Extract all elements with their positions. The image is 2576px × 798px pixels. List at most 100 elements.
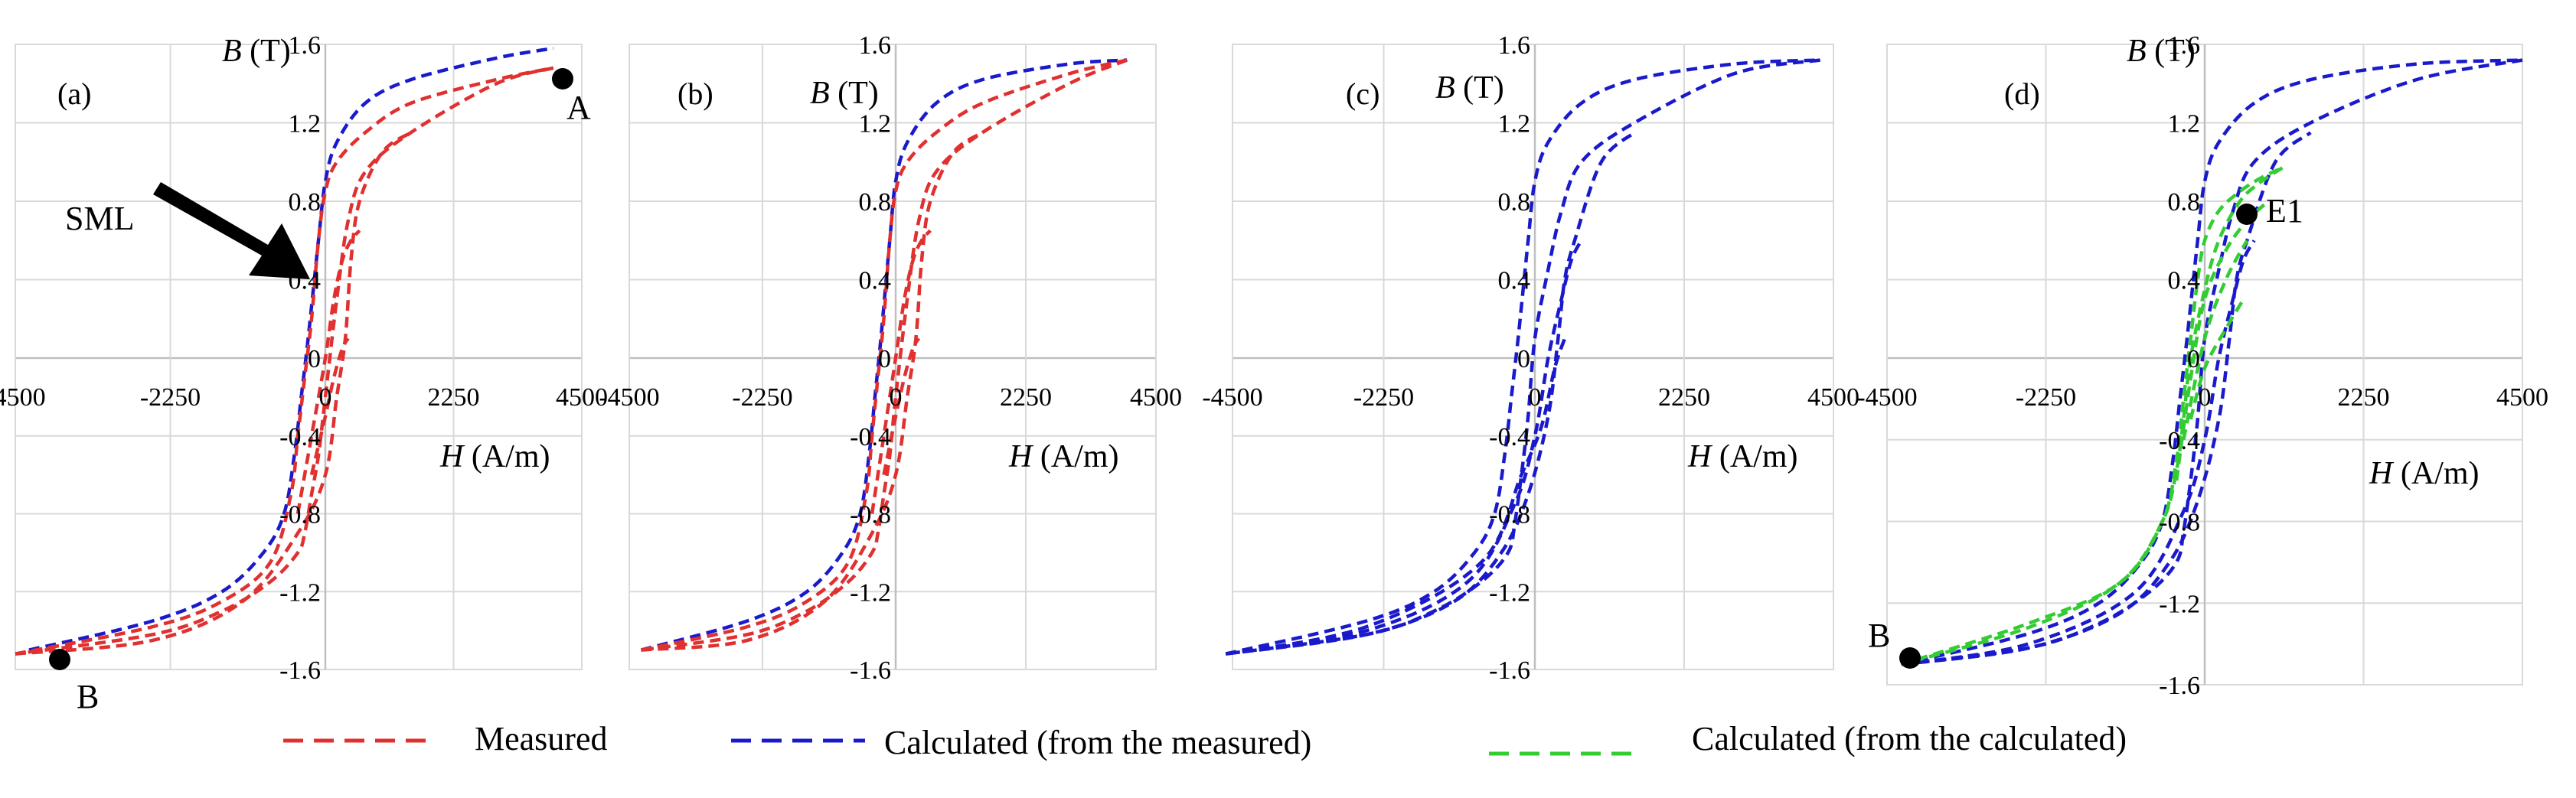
legend-item-measured: Measured (283, 720, 608, 757)
y-tick-label: 1.2 (859, 110, 892, 138)
y-tick-label: -1.6 (2159, 672, 2200, 700)
legend-label-calc-calculated: Calculated (from the calculated) (1692, 720, 2127, 757)
series-line-calculated-from-the-measured (1901, 58, 2523, 666)
y-tick-label: 0 (878, 345, 891, 373)
x-tick-label: 0 (319, 383, 332, 412)
panel-d-y-axis-title: B (T) (2127, 34, 2196, 69)
series-line-measured (882, 337, 921, 476)
y-tick-label: 1.2 (2168, 110, 2201, 138)
series-line-calculated-from-the-measured (1901, 239, 2256, 666)
y-tick-label: -1.2 (850, 578, 891, 607)
point-a-marker (552, 68, 573, 90)
y-tick-label: -0.4 (850, 423, 891, 451)
point-b-d-marker (1899, 647, 1921, 669)
y-tick-label: 0.8 (859, 188, 892, 217)
legend-item-calc-measured: Calculated (from the measured) (731, 724, 1311, 761)
y-tick-label: -1.2 (1489, 578, 1530, 607)
y-tick-label: -0.4 (2159, 427, 2200, 455)
y-tick-label: -0.8 (850, 501, 891, 529)
x-tick-label: -2250 (1353, 383, 1414, 412)
x-tick-label: 4500 (1130, 383, 1182, 412)
y-tick-label: -0.8 (1489, 501, 1530, 529)
legend-label-measured: Measured (475, 720, 608, 757)
series-line-calculated-from-the-measured (1225, 131, 1636, 656)
y-tick-label: -0.8 (279, 501, 321, 529)
panel-a-ticks: 1.61.20.80.40-0.4-0.8-1.2-1.6-4500-22500… (0, 31, 608, 685)
sml-label: SML (65, 200, 134, 237)
point-a-label: A (566, 89, 591, 126)
y-tick-label: 1.6 (1498, 31, 1531, 60)
series-line-calculated-from-the-calculated (2189, 298, 2245, 420)
panel-b-label: (b) (677, 77, 713, 111)
panel-d-grid (1886, 44, 2523, 686)
series-line-calculated-from-the-calculated (1900, 166, 2284, 666)
point-b-label: B (77, 678, 99, 715)
panel-b: 1.6 1.2 0.8 0.4 0 -0.4 -0.8 -1.2 -1.6 -4500 -2250 0… (599, 31, 1182, 685)
series-line-measured (870, 229, 932, 514)
y-tick-label: 0 (308, 345, 321, 373)
x-tick-label: -4500 (1202, 383, 1262, 412)
point-b-d-label: B (1868, 617, 1890, 654)
y-tick-label: 0.4 (859, 267, 892, 295)
y-tick-label: 0 (1517, 345, 1530, 373)
panel-b-x-axis-title: H (A/m) (1008, 439, 1119, 474)
y-tick-label: -1.2 (2159, 590, 2200, 618)
y-tick-label: 0.8 (2168, 188, 2201, 217)
series-line-calculated-from-the-measured (1901, 131, 2312, 666)
series-line-calculated-from-the-measured (1225, 239, 1583, 656)
panel-c: 1.6 1.2 0.8 0.4 0 -0.4 -0.8 -1.2 -1.6 -4500 -2250 0… (1202, 31, 1859, 685)
x-tick-label: -2250 (732, 383, 792, 412)
y-tick-label: 1.6 (2168, 31, 2201, 60)
y-tick-label: 1.6 (289, 31, 322, 60)
panel-c-y-axis-title: B (T) (1435, 70, 1504, 106)
y-tick-label: -0.4 (1489, 423, 1530, 451)
x-tick-label: 2250 (1000, 383, 1052, 412)
y-tick-label: 0.4 (2168, 267, 2201, 295)
panel-c-label: (c) (1346, 77, 1379, 111)
legend-item-calc-calculated: Calculated (from the calculated) (1489, 720, 2127, 757)
series-line-measured (15, 66, 554, 656)
y-tick-label: 0.4 (1498, 267, 1531, 295)
plot-frame (15, 44, 583, 670)
panel-a-x-axis-title: H (A/m) (439, 439, 550, 474)
x-tick-label: -4500 (599, 383, 659, 412)
legend-label-calc-measured: Calculated (from the measured) (884, 724, 1311, 761)
series-line-calculated-from-the-measured (1225, 337, 1567, 656)
panel-c-x-axis-title: H (A/m) (1687, 439, 1798, 474)
point-e1-marker (2236, 204, 2258, 225)
x-tick-label: 4500 (2496, 383, 2548, 412)
series-line-measured (15, 66, 554, 656)
legend: Measured Calculated (from the measured) … (283, 720, 2127, 761)
panel-d-label: (d) (2004, 77, 2040, 111)
x-tick-label: 0 (890, 383, 903, 412)
panel-b-y-axis-title: B (T) (810, 76, 879, 111)
series-line-measured (295, 229, 361, 514)
y-tick-label: 1.2 (289, 110, 322, 138)
panel-a-curves (15, 46, 554, 656)
point-b-marker (49, 649, 70, 670)
panel-b-grid (628, 44, 1157, 670)
panel-a-grid (15, 44, 583, 670)
x-tick-label: -4500 (1856, 383, 1917, 412)
plot-frame (1232, 44, 1834, 670)
plot-frame (628, 44, 1157, 670)
panel-a-label: (a) (57, 77, 91, 111)
y-tick-label: -1.2 (279, 578, 321, 607)
x-tick-label: 4500 (556, 383, 608, 412)
x-tick-label: 0 (1529, 383, 1542, 412)
y-tick-label: -0.4 (279, 423, 321, 451)
y-tick-label: 0.8 (1498, 188, 1531, 217)
x-tick-label: -2250 (140, 383, 201, 412)
panel-d-x-axis-title: H (A/m) (2369, 456, 2480, 491)
series-line-measured (15, 131, 412, 656)
panel-a-y-axis-title: B (T) (222, 34, 291, 69)
y-tick-label: -0.8 (2159, 509, 2200, 537)
x-tick-label: 2250 (2338, 383, 2390, 412)
series-line-calculated-from-the-measured (28, 46, 554, 652)
panel-b-curves (640, 58, 1128, 652)
panel-d: 1.6 1.2 0.8 0.4 0 -0.4 -0.8 -1.2 -1.6 -4500 -2250 0… (1856, 31, 2548, 700)
y-tick-label: 0.8 (289, 188, 322, 217)
series-line-calculated-from-the-measured (1900, 58, 2523, 666)
y-tick-label: 1.6 (859, 31, 892, 60)
series-line-calculated-from-the-calculated (1900, 166, 2284, 666)
